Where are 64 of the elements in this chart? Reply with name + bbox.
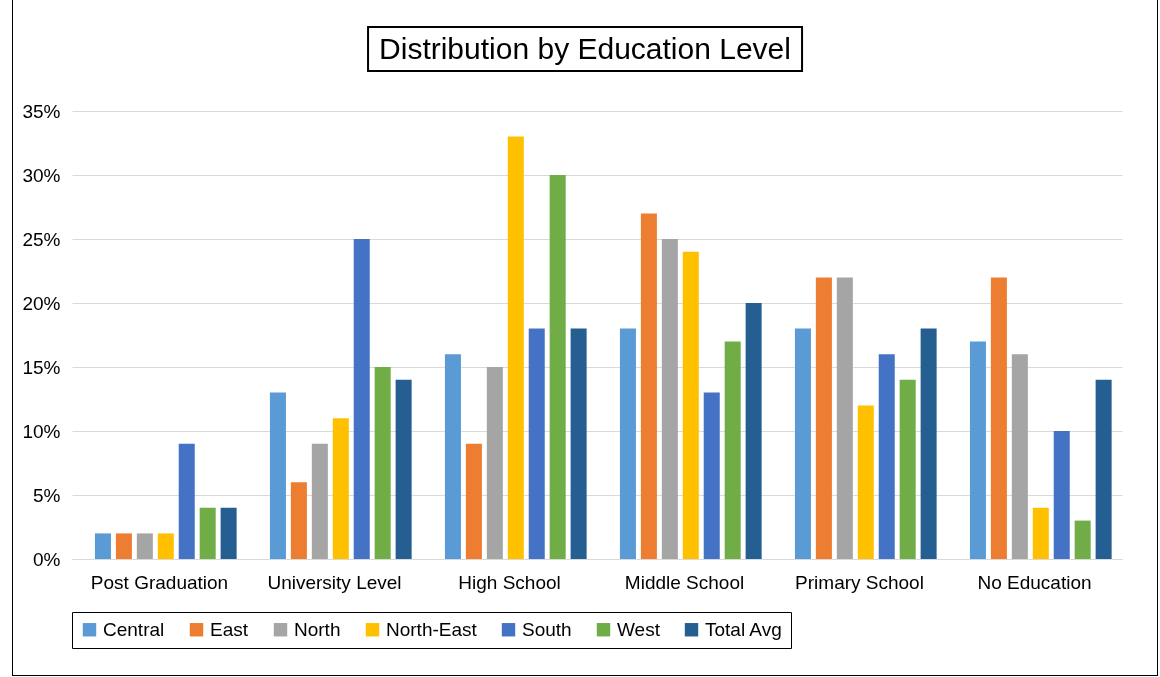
y-tick-label: 10% xyxy=(22,420,61,442)
bar xyxy=(661,239,678,559)
bar xyxy=(1074,520,1091,559)
bar xyxy=(703,392,720,559)
bar xyxy=(990,277,1007,559)
bar xyxy=(549,175,566,559)
bar xyxy=(178,443,195,559)
bar xyxy=(269,392,286,559)
bar xyxy=(724,341,741,559)
bar xyxy=(1095,379,1112,559)
bar xyxy=(507,136,524,559)
legend-label: Central xyxy=(103,618,165,640)
bar xyxy=(199,507,216,559)
bar xyxy=(528,328,545,559)
bar xyxy=(311,443,328,559)
y-tick-label: 15% xyxy=(22,356,61,378)
bar xyxy=(878,354,895,559)
x-tick-label: University Level xyxy=(267,571,402,593)
bar xyxy=(857,405,874,559)
bar xyxy=(899,379,916,559)
chart-title: Distribution by Education Level xyxy=(367,26,803,72)
bar xyxy=(136,533,153,559)
bar xyxy=(486,367,503,559)
x-tick-label: No Education xyxy=(977,571,1092,593)
bar xyxy=(815,277,832,559)
bar xyxy=(920,328,937,559)
legend-label: North xyxy=(294,618,341,640)
y-tick-label: 20% xyxy=(22,292,61,314)
x-tick-label: Middle School xyxy=(624,571,745,593)
y-tick-label: 25% xyxy=(22,228,61,250)
bar xyxy=(444,354,461,559)
bar xyxy=(332,418,349,559)
bar xyxy=(1032,507,1049,559)
bar xyxy=(465,443,482,559)
bar xyxy=(570,328,587,559)
bar xyxy=(1053,431,1070,559)
bar xyxy=(94,533,111,559)
bar xyxy=(794,328,811,559)
y-tick-label: 0% xyxy=(33,548,61,570)
bar xyxy=(374,367,391,559)
bar xyxy=(290,482,307,559)
y-tick-label: 30% xyxy=(22,164,61,186)
bar xyxy=(115,533,132,559)
x-tick-label: Post Graduation xyxy=(90,571,229,593)
legend-label: North-East xyxy=(386,618,478,640)
bar xyxy=(353,239,370,559)
bar xyxy=(969,341,986,559)
bar xyxy=(619,328,636,559)
bar xyxy=(682,251,699,559)
legend-label: West xyxy=(617,618,661,640)
legend-label: East xyxy=(210,618,249,640)
x-tick-label: High School xyxy=(458,571,561,593)
bar xyxy=(395,379,412,559)
legend-label: Total Avg xyxy=(705,618,782,640)
x-tick-label: Primary School xyxy=(795,571,924,593)
bar xyxy=(220,507,237,559)
bar xyxy=(1011,354,1028,559)
bar xyxy=(640,213,657,559)
y-tick-label: 5% xyxy=(33,484,61,506)
legend-label: South xyxy=(522,618,572,640)
y-tick-label: 35% xyxy=(22,100,61,122)
bar xyxy=(157,533,174,559)
bar xyxy=(836,277,853,559)
bar xyxy=(745,303,762,559)
